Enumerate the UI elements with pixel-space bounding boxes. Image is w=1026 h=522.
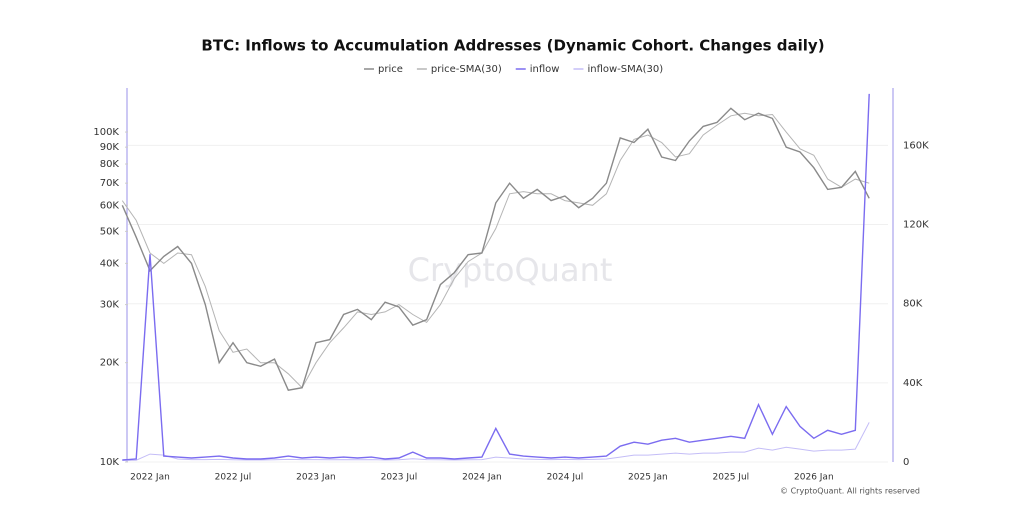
x-tick-label: 2023 Jul <box>381 473 418 483</box>
y2-tick-label: 40K <box>903 378 923 389</box>
y2-tick-label: 120K <box>903 220 929 231</box>
credit: © CryptoQuant. All rights reserved <box>780 487 920 496</box>
legend-label: price <box>378 64 403 75</box>
x-tick-label: 2023 Jan <box>296 473 336 483</box>
legend: price price-SMA(30) inflow inflow-SMA(30) <box>364 64 663 75</box>
y2-tick-label: 0 <box>903 457 909 468</box>
x-tick-label: 2022 Jan <box>130 473 170 483</box>
y2-tick-label: 160K <box>903 140 929 151</box>
x-tick-label: 2025 Jul <box>713 473 750 483</box>
y-tick-label: 100K <box>93 127 119 138</box>
x-tick-label: 2024 Jan <box>462 473 502 483</box>
y-tick-label: 10K <box>100 457 120 468</box>
y2-tick-label: 80K <box>903 299 923 310</box>
y-tick-label: 20K <box>100 358 120 369</box>
legend-label: price-SMA(30) <box>431 64 502 75</box>
y-tick-label: 30K <box>100 300 120 311</box>
series-line <box>122 93 870 461</box>
x-tick-label: 2026 Jan <box>794 473 834 483</box>
series-line <box>121 107 870 391</box>
x-tick-label: 2024 Jul <box>547 473 584 483</box>
y-tick-label: 60K <box>100 200 120 211</box>
x-tick-label: 2022 Jul <box>215 473 252 483</box>
series-line <box>122 422 870 461</box>
chart-title: BTC: Inflows to Accumulation Addresses (… <box>201 37 824 55</box>
y-tick-label: 80K <box>100 159 120 170</box>
y-tick-label: 50K <box>100 226 120 237</box>
series-line <box>121 112 870 389</box>
legend-label: inflow <box>530 64 560 75</box>
y-tick-label: 40K <box>100 258 120 269</box>
y-tick-label: 70K <box>100 178 120 189</box>
legend-label: inflow-SMA(30) <box>587 64 663 75</box>
y-tick-label: 90K <box>100 142 120 153</box>
watermark: CryptoQuant <box>408 251 613 289</box>
x-tick-label: 2025 Jan <box>628 473 668 483</box>
